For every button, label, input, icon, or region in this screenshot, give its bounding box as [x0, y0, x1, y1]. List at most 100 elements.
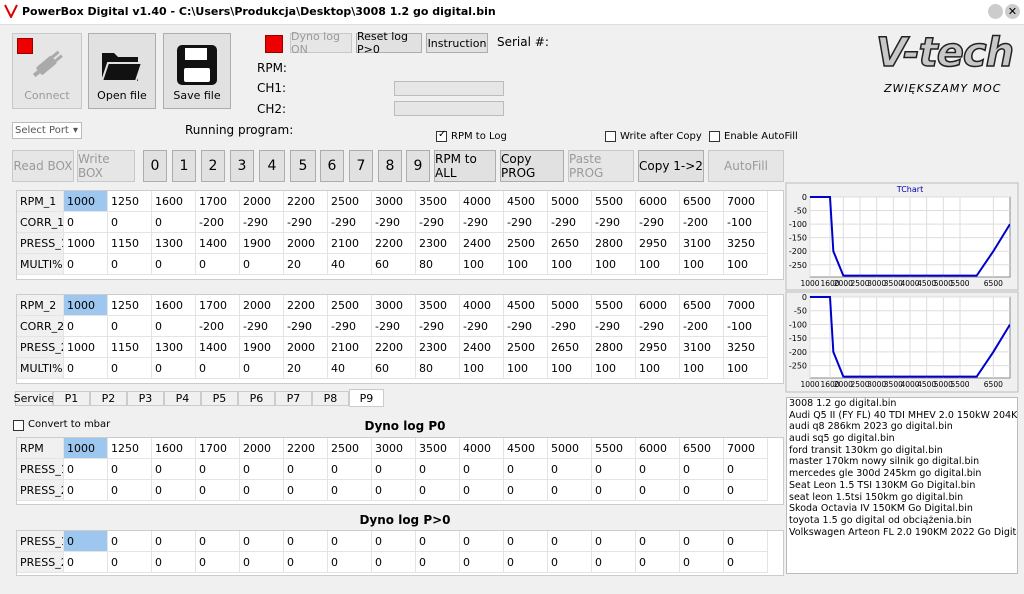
cell[interactable]: -290: [460, 316, 504, 337]
cell[interactable]: -290: [548, 316, 592, 337]
cell[interactable]: 2500: [328, 438, 372, 459]
cell[interactable]: 0: [680, 531, 724, 552]
cell[interactable]: 0: [548, 531, 592, 552]
cell[interactable]: 0: [284, 459, 328, 480]
cell[interactable]: 2000: [284, 337, 328, 358]
cell[interactable]: 1600: [152, 191, 196, 212]
cell[interactable]: 1400: [196, 337, 240, 358]
cell[interactable]: 0: [592, 552, 636, 573]
cell[interactable]: 5000: [548, 295, 592, 316]
cell[interactable]: 100: [460, 254, 504, 275]
cell[interactable]: 0: [64, 254, 108, 275]
cell[interactable]: 60: [372, 254, 416, 275]
cell[interactable]: 2500: [328, 191, 372, 212]
cell[interactable]: 1250: [108, 295, 152, 316]
cell[interactable]: 0: [64, 358, 108, 379]
cell[interactable]: 4000: [460, 191, 504, 212]
tab[interactable]: P5: [201, 391, 238, 406]
cell[interactable]: -200: [680, 212, 724, 233]
cell[interactable]: 0: [240, 552, 284, 573]
cell[interactable]: 2200: [284, 191, 328, 212]
cell[interactable]: 0: [372, 459, 416, 480]
cell[interactable]: 0: [636, 552, 680, 573]
cell[interactable]: 5500: [592, 295, 636, 316]
convert-mbar-checkbox[interactable]: [13, 420, 24, 431]
cell[interactable]: 4500: [504, 438, 548, 459]
cell[interactable]: 0: [108, 254, 152, 275]
cell[interactable]: 2000: [240, 191, 284, 212]
cell[interactable]: 0: [240, 358, 284, 379]
cell[interactable]: 0: [64, 480, 108, 501]
tab[interactable]: P8: [312, 391, 349, 406]
cell[interactable]: 1900: [240, 233, 284, 254]
cell[interactable]: 0: [636, 480, 680, 501]
cell[interactable]: 3500: [416, 438, 460, 459]
cell[interactable]: 4000: [460, 295, 504, 316]
cell[interactable]: 3500: [416, 191, 460, 212]
cell[interactable]: 0: [196, 531, 240, 552]
cell[interactable]: 0: [504, 480, 548, 501]
cell[interactable]: 100: [724, 358, 768, 379]
cell[interactable]: 1250: [108, 438, 152, 459]
toolbar-button[interactable]: 9: [406, 150, 430, 182]
cell[interactable]: -290: [636, 212, 680, 233]
minimize-button[interactable]: [988, 4, 1003, 19]
cell[interactable]: -290: [504, 316, 548, 337]
cell[interactable]: 100: [636, 358, 680, 379]
cell[interactable]: 3250: [724, 233, 768, 254]
cell[interactable]: -290: [548, 212, 592, 233]
rpm-to-log-checkbox[interactable]: ✓: [436, 129, 447, 142]
file-item[interactable]: Volkswagen Arteon FL 2.0 190KM 2022 Go D…: [789, 526, 1018, 538]
toolbar-button[interactable]: 4: [259, 150, 285, 182]
toolbar-button[interactable]: Copy PROG: [500, 150, 564, 182]
cell[interactable]: 0: [636, 459, 680, 480]
cell[interactable]: 3000: [372, 191, 416, 212]
toolbar-button[interactable]: 1: [172, 150, 196, 182]
cell[interactable]: 4500: [504, 295, 548, 316]
file-item[interactable]: Audi Q5 II (FY FL) 40 TDI MHEV 2.0 150kW…: [789, 409, 1018, 421]
cell[interactable]: 0: [108, 531, 152, 552]
cell[interactable]: 0: [460, 480, 504, 501]
cell[interactable]: 80: [416, 358, 460, 379]
cell[interactable]: 0: [64, 212, 108, 233]
cell[interactable]: 2300: [416, 233, 460, 254]
cell[interactable]: 0: [196, 358, 240, 379]
cell[interactable]: 2400: [460, 337, 504, 358]
cell[interactable]: -290: [240, 212, 284, 233]
cell[interactable]: 7000: [724, 191, 768, 212]
cell[interactable]: 0: [416, 459, 460, 480]
cell[interactable]: 0: [152, 254, 196, 275]
cell[interactable]: 0: [108, 552, 152, 573]
cell[interactable]: 0: [680, 480, 724, 501]
cell[interactable]: 5000: [548, 438, 592, 459]
cell[interactable]: 0: [152, 531, 196, 552]
toolbar-button[interactable]: 7: [349, 150, 373, 182]
cell[interactable]: 6000: [636, 295, 680, 316]
cell[interactable]: 100: [548, 358, 592, 379]
cell[interactable]: 6000: [636, 438, 680, 459]
connect-button[interactable]: Connect: [12, 33, 82, 109]
cell[interactable]: 0: [636, 531, 680, 552]
cell[interactable]: 0: [504, 531, 548, 552]
cell[interactable]: 0: [724, 531, 768, 552]
cell[interactable]: 4000: [460, 438, 504, 459]
cell[interactable]: 0: [416, 552, 460, 573]
toolbar-button[interactable]: 3: [230, 150, 254, 182]
cell[interactable]: 0: [196, 254, 240, 275]
cell[interactable]: 20: [284, 358, 328, 379]
cell[interactable]: 0: [196, 480, 240, 501]
cell[interactable]: 0: [108, 358, 152, 379]
cell[interactable]: 0: [416, 480, 460, 501]
cell[interactable]: 1250: [108, 191, 152, 212]
cell[interactable]: 2400: [460, 233, 504, 254]
cell[interactable]: 0: [152, 480, 196, 501]
cell[interactable]: 1000: [64, 337, 108, 358]
cell[interactable]: 3100: [680, 233, 724, 254]
cell[interactable]: 0: [240, 459, 284, 480]
cell[interactable]: 2950: [636, 337, 680, 358]
cell[interactable]: 100: [724, 254, 768, 275]
cell[interactable]: 6500: [680, 438, 724, 459]
cell[interactable]: 100: [680, 254, 724, 275]
file-item[interactable]: master 170km nowy silnik go digital.bin: [789, 456, 980, 468]
cell[interactable]: 5000: [548, 191, 592, 212]
